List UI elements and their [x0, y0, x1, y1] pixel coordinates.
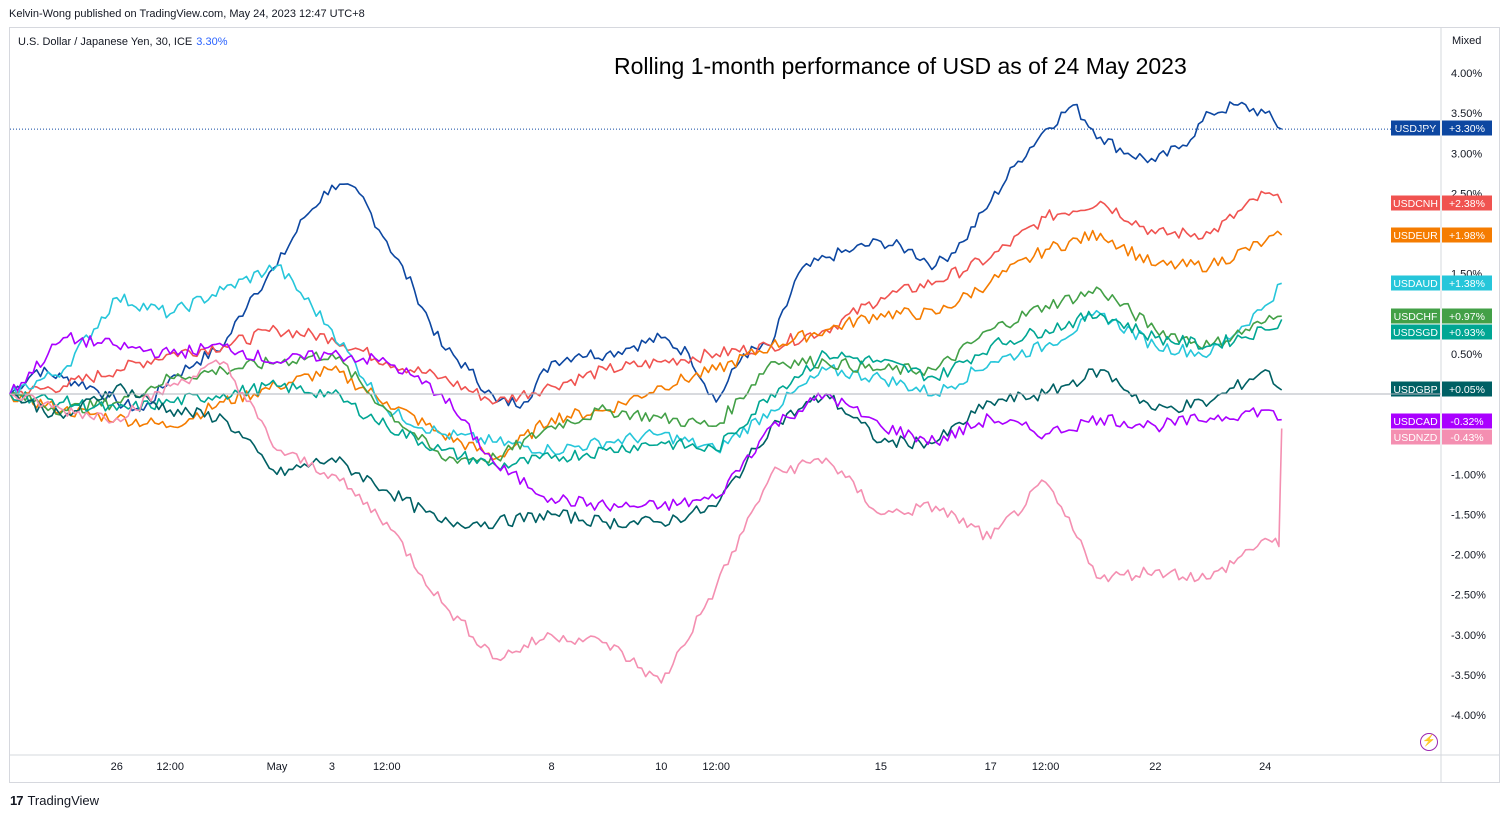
tag-symbol-name: USDAUD	[1393, 278, 1438, 290]
tag-name-bg	[1391, 324, 1440, 340]
y-tick-label: 3.50%	[1451, 108, 1482, 120]
series-line-usdjpy	[9, 101, 1283, 412]
publisher-credit: Kelvin-Wong published on TradingView.com…	[9, 8, 365, 20]
brand-name: TradingView	[27, 793, 100, 808]
chart-frame	[9, 27, 1500, 783]
tag-value: +3.30%	[1449, 123, 1485, 135]
tag-value: +0.93%	[1449, 327, 1485, 339]
x-tick-label: 10	[655, 761, 667, 773]
x-tick-label: May	[267, 761, 288, 773]
series-lines	[9, 101, 1283, 684]
y-tick-label: -2.00%	[1451, 550, 1486, 562]
price-tag-usdchf: USDCHF +0.97%	[1391, 308, 1492, 324]
tag-symbol-name: USDEUR	[1393, 230, 1438, 242]
chart-title: Rolling 1-month performance of USD as of…	[614, 53, 1187, 79]
tag-symbol-name: USDCHF	[1394, 311, 1438, 323]
tag-value-bg	[1442, 195, 1492, 211]
price-tag-usdnzd: USDNZD -0.43%	[1391, 429, 1492, 445]
tradingview-logo-icon: 17	[10, 793, 24, 808]
tag-symbol-name: USDCAD	[1393, 416, 1438, 428]
tag-value: +1.98%	[1449, 230, 1485, 242]
series-line-usdaud	[9, 264, 1282, 456]
y-tick-label: -1.50%	[1451, 509, 1486, 521]
tag-symbol-name: USDCNH	[1393, 198, 1438, 210]
y-tick-label: -2.50%	[1451, 590, 1486, 602]
tag-value-bg	[1442, 429, 1492, 445]
tag-value-bg	[1442, 413, 1492, 429]
flash-icon[interactable]: ⚡	[1420, 733, 1438, 751]
price-tag-usdcnh: USDCNH +2.38%	[1391, 195, 1492, 211]
x-tick-label: 15	[875, 761, 887, 773]
tag-symbol-name: USDNZD	[1394, 432, 1438, 444]
tag-value: +0.97%	[1449, 311, 1485, 323]
tag-name-bg	[1391, 227, 1440, 243]
symbol-legend[interactable]: U.S. Dollar / Japanese Yen, 30, ICE 3.30%	[18, 36, 227, 48]
series-line-usdcad	[9, 332, 1282, 512]
tag-value: +2.38%	[1449, 198, 1485, 210]
price-tag-usdeur: USDEUR +1.98%	[1391, 227, 1492, 243]
tag-value-bg	[1442, 308, 1492, 324]
y-tick-label: -3.00%	[1451, 630, 1486, 642]
series-line-usdeur	[9, 229, 1283, 461]
price-tag-usdcad: USDCAD -0.32%	[1391, 413, 1492, 429]
y-tick-label: 0.50%	[1451, 349, 1482, 361]
tag-value: +1.38%	[1449, 278, 1485, 290]
series-line-usdsgd	[9, 310, 1283, 471]
x-tick-label: 26	[111, 761, 123, 773]
y-tick-label: -1.00%	[1451, 469, 1486, 481]
tag-value: -0.43%	[1450, 432, 1483, 444]
y-tick-label: -3.50%	[1451, 670, 1486, 682]
tag-symbol-name: USDSGD	[1393, 327, 1438, 339]
tag-value-bg	[1442, 324, 1492, 340]
x-tick-label: 8	[548, 761, 554, 773]
symbol-name: U.S. Dollar / Japanese Yen, 30, ICE	[18, 36, 193, 48]
tag-name-bg	[1391, 308, 1440, 324]
series-line-usdchf	[9, 286, 1282, 464]
x-axis-labels: 26 12:00 May 3 12:00 8 10 12:00 15 17 12:00 22 24	[111, 761, 1272, 773]
tag-symbol-name: USDJPY	[1395, 123, 1436, 135]
y-tick-label: -4.00%	[1451, 710, 1486, 722]
x-tick-label: 12:00	[156, 761, 184, 773]
x-tick-label: 17	[985, 761, 997, 773]
tag-symbol-name: USDGBP	[1393, 384, 1437, 396]
tag-value: -0.32%	[1450, 416, 1483, 428]
x-tick-label: 12:00	[1032, 761, 1060, 773]
x-tick-label: 12:00	[702, 761, 730, 773]
y-tick-label: 4.00%	[1451, 68, 1482, 80]
tag-name-bg	[1391, 275, 1440, 291]
series-line-usdgbp	[9, 368, 1283, 530]
x-tick-label: 3	[329, 761, 335, 773]
tag-name-bg	[1391, 120, 1440, 136]
x-tick-label: 22	[1149, 761, 1161, 773]
x-tick-label: 12:00	[373, 761, 401, 773]
tag-value-bg	[1442, 120, 1492, 136]
tag-value: +0.05%	[1449, 384, 1485, 396]
x-tick-label: 24	[1259, 761, 1271, 773]
price-tags: USDJPY +3.30% USDCNH +2.38% USDEUR +1.98% USDA…	[1391, 120, 1492, 445]
tag-value-bg	[1442, 381, 1492, 397]
price-tag-usdjpy: USDJPY +3.30%	[1391, 120, 1492, 136]
price-tag-usdsgd: USDSGD +0.93%	[1391, 324, 1492, 340]
price-tag-usdgbp: USDGBP +0.05%	[1391, 381, 1492, 397]
y-tick-label: 3.00%	[1451, 148, 1482, 160]
series-line-usdnzd	[9, 359, 1283, 684]
price-tag-usdaud: USDAUD +1.38%	[1391, 275, 1492, 291]
series-line-usdcnh	[9, 190, 1283, 405]
tag-name-bg	[1391, 413, 1440, 429]
tradingview-brand[interactable]: 17 TradingView	[10, 793, 99, 808]
tag-value-bg	[1442, 227, 1492, 243]
symbol-change: 3.30%	[196, 36, 228, 48]
tag-name-bg	[1391, 195, 1440, 211]
tag-value-bg	[1442, 275, 1492, 291]
scale-mode-label[interactable]: Mixed	[1452, 35, 1482, 47]
tag-name-bg	[1391, 381, 1440, 397]
tag-name-bg	[1391, 429, 1440, 445]
